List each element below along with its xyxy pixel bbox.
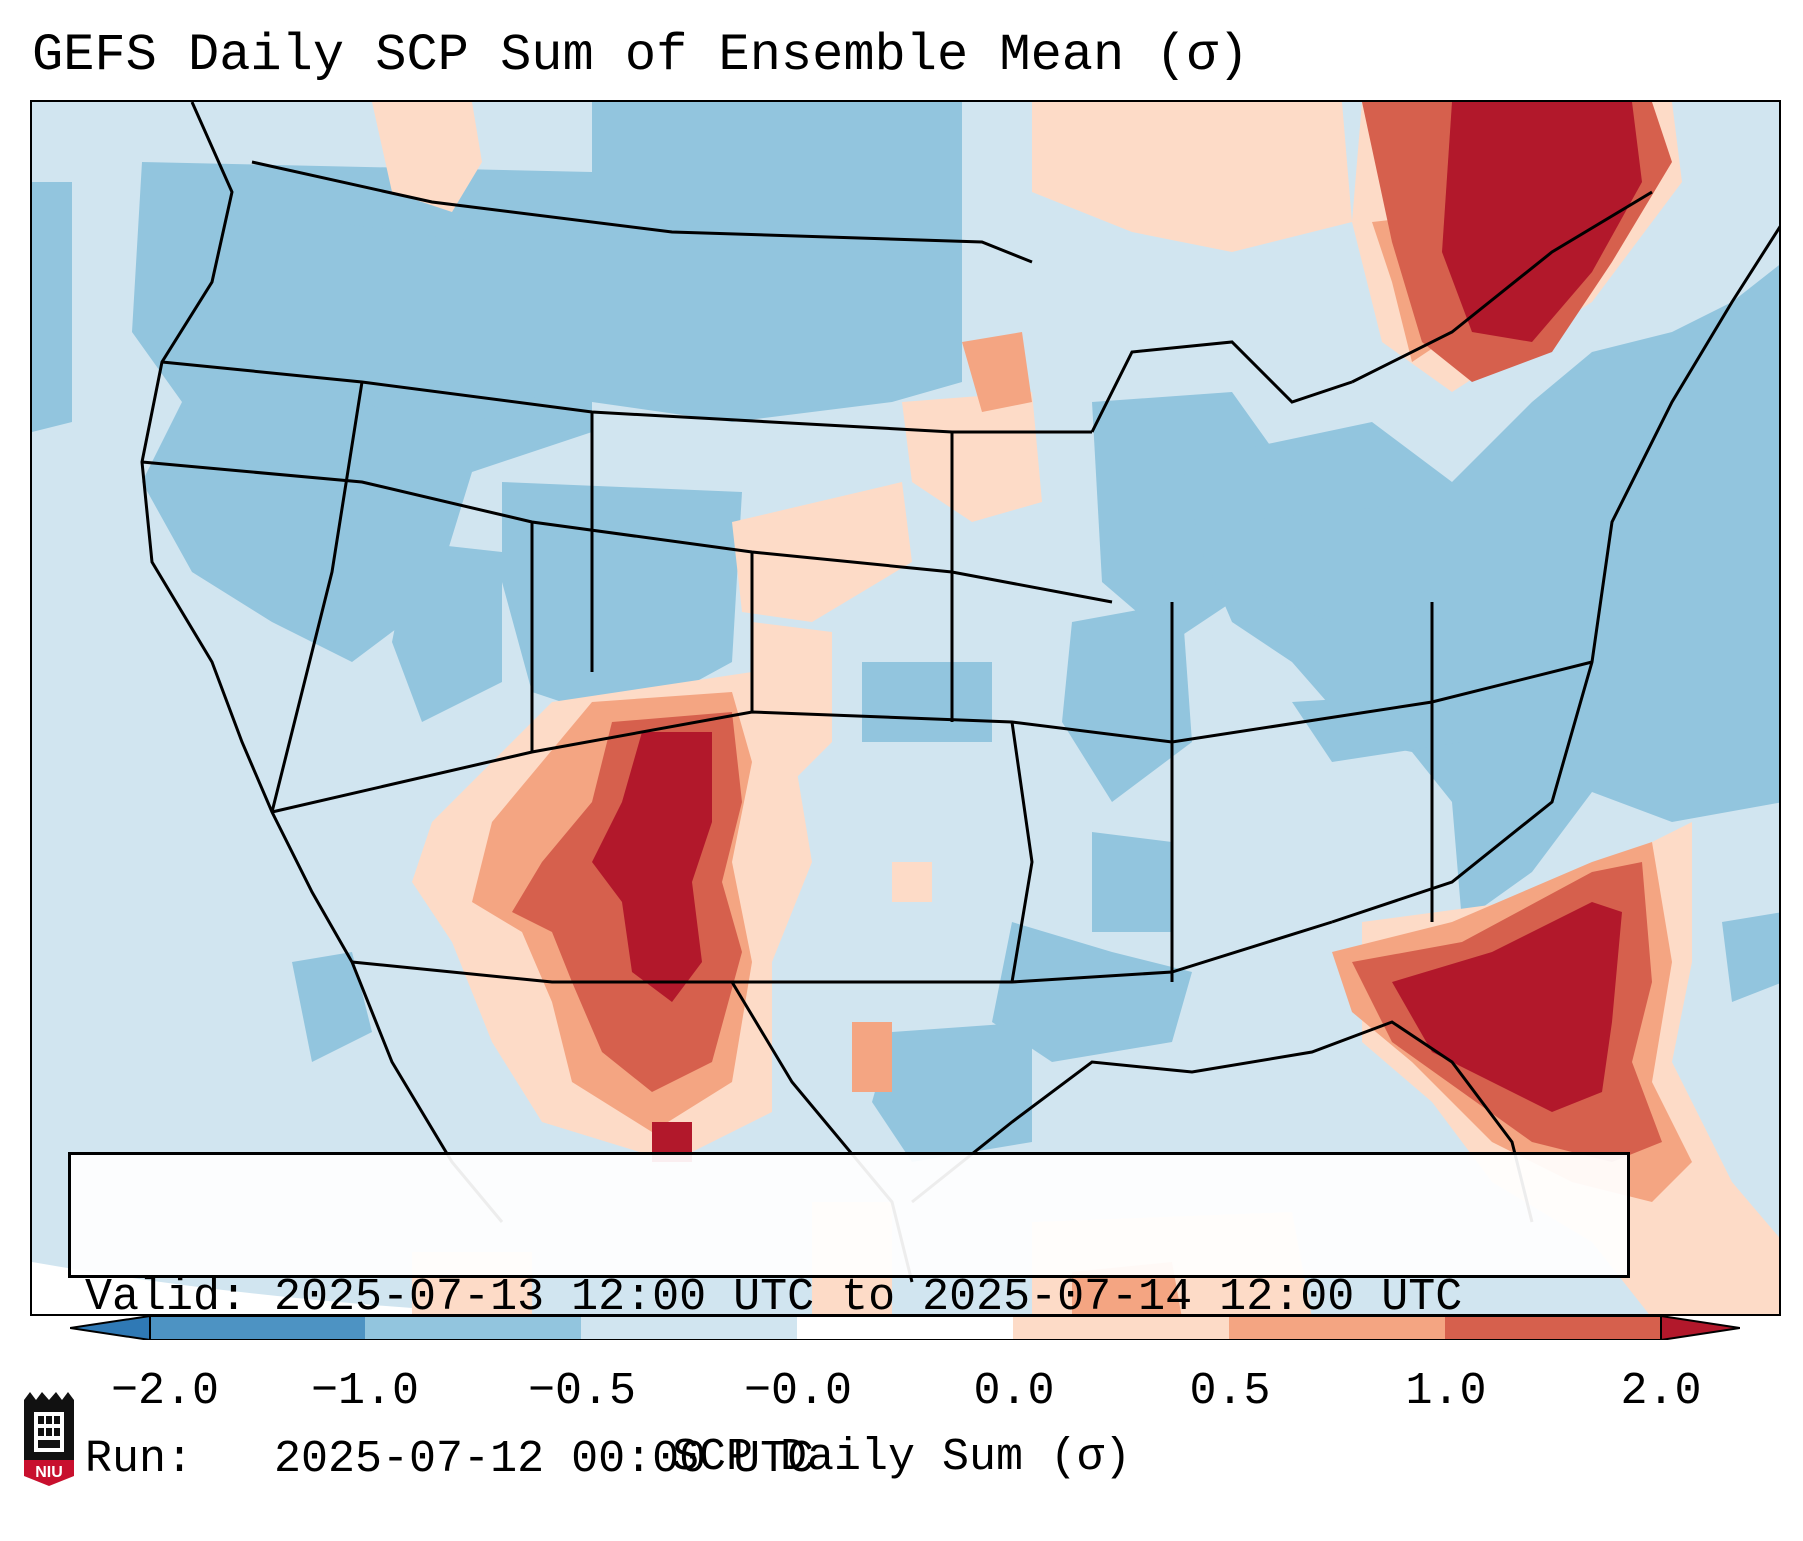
colorbar-extend-high	[1660, 1316, 1740, 1340]
colorbar-segment-3	[797, 1316, 1013, 1340]
validity-info-box: Valid: 2025-07-13 12:00 UTC to 2025-07-1…	[68, 1152, 1630, 1485]
colorbar-segment-5	[1229, 1316, 1445, 1340]
valid-time-text: Valid: 2025-07-13 12:00 UTC to 2025-07-1…	[85, 1272, 1463, 1323]
projection-edge-left	[32, 1262, 511, 1314]
colorbar-segment-4	[1013, 1316, 1229, 1340]
colorbar-tick-label: 1.0	[1405, 1366, 1487, 1417]
colorbar-segment-2	[581, 1316, 797, 1340]
map-panel	[30, 100, 1781, 1316]
logo-text: NIU	[35, 1464, 63, 1481]
colorbar-tick-label: −1.0	[310, 1366, 420, 1417]
state-boundaries	[140, 102, 1779, 1283]
colorbar-title: SCP Daily Sum (σ)	[671, 1432, 1132, 1483]
colorbar-extend-low	[70, 1316, 151, 1340]
colorbar-tick-label: 0.0	[973, 1366, 1055, 1417]
colorbar	[70, 1316, 1740, 1340]
run-time-text: Run: 2025-07-12 00:00 UTC	[85, 1434, 815, 1485]
map-title: GEFS Daily SCP Sum of Ensemble Mean (σ)	[32, 26, 1249, 85]
colorbar-tick-label: 0.5	[1189, 1366, 1271, 1417]
scp-map	[32, 102, 1779, 1314]
colorbar-segment-1	[365, 1316, 581, 1340]
colorbar-segment-0	[150, 1316, 365, 1340]
colorbar-tick-label: −2.0	[110, 1366, 220, 1417]
colorbar-tick-label: −0.0	[743, 1366, 853, 1417]
niu-logo-icon: NIU	[24, 1392, 74, 1486]
colorbar-tick-label: 2.0	[1620, 1366, 1702, 1417]
colorbar-outline	[149, 1316, 1662, 1340]
colorbar-segment-6	[1445, 1316, 1661, 1340]
weak-negative-regions	[32, 102, 1779, 1162]
colorbar-tick-label: −0.5	[527, 1366, 637, 1417]
